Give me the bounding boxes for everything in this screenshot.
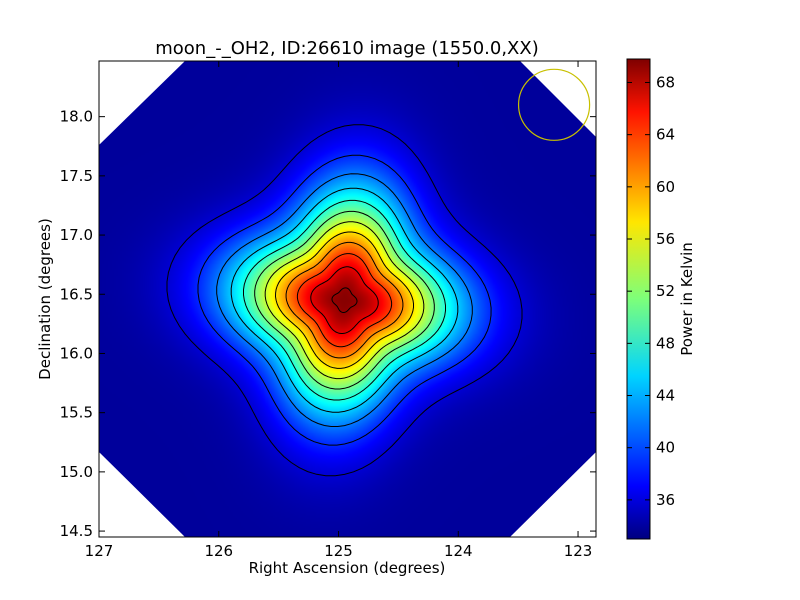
x-tick-label: 125 [324, 542, 353, 560]
x-axis-ticks: 127 126 125 124 123 [85, 61, 593, 560]
colorbar-tick-label: 48 [656, 334, 675, 352]
contour-line [274, 231, 414, 369]
y-axis-label: Declination (degrees) [36, 218, 54, 380]
x-tick-label: 123 [564, 542, 593, 560]
contour-line [264, 221, 425, 380]
contour-line [310, 266, 379, 334]
x-axis-label: Right Ascension (degrees) [249, 559, 446, 577]
colorbar-tick-label: 52 [656, 282, 675, 300]
colorbar-label: Power in Kelvin [678, 242, 696, 356]
contour-line [243, 199, 446, 401]
x-tick-label: 126 [204, 542, 233, 560]
y-tick-label: 15.5 [60, 404, 93, 422]
contour-line [230, 187, 459, 413]
contour-lines [166, 124, 523, 477]
colorbar-tick-label: 60 [656, 178, 675, 196]
contour-line [216, 173, 473, 427]
colorbar-tick-label: 36 [656, 491, 675, 509]
heatmap-image [99, 61, 596, 537]
colorbar-ticks: 36 40 44 48 52 56 60 64 68 [627, 73, 675, 509]
plot-area [99, 61, 596, 537]
contour-line [197, 154, 492, 446]
contour-line [296, 253, 393, 348]
x-tick-label: 124 [444, 542, 473, 560]
y-tick-label: 18.0 [60, 108, 93, 126]
colorbar-tick-label: 68 [656, 73, 675, 91]
colorbar-tick-label: 40 [656, 439, 675, 457]
y-tick-label: 16.5 [60, 285, 93, 303]
colorbar-tick-label: 44 [656, 387, 675, 405]
y-tick-label: 14.5 [60, 522, 93, 540]
contour-line [331, 287, 358, 313]
colorbar-tick-label: 64 [656, 126, 675, 144]
y-axis-ticks: 14.5 15.0 15.5 16.0 16.5 17.0 17.5 18.0 [60, 108, 596, 540]
y-tick-label: 17.0 [60, 226, 93, 244]
colorbar-gradient [626, 58, 651, 540]
y-tick-label: 16.0 [60, 344, 93, 362]
contour-line [285, 241, 404, 359]
chart-title: moon_-_OH2, ID:26610 image (1550.0,XX) [155, 38, 538, 59]
contour-line [166, 124, 523, 477]
beam-circle [517, 68, 591, 141]
contour-line [254, 210, 435, 390]
plot-frame [98, 60, 597, 538]
colorbar-tick-label: 56 [656, 230, 675, 248]
y-tick-label: 17.5 [60, 167, 93, 185]
x-tick-label: 127 [85, 542, 114, 560]
colorbar: 36 40 44 48 52 56 60 64 68 Power in Kelvin [626, 58, 696, 540]
y-tick-label: 15.0 [60, 463, 93, 481]
